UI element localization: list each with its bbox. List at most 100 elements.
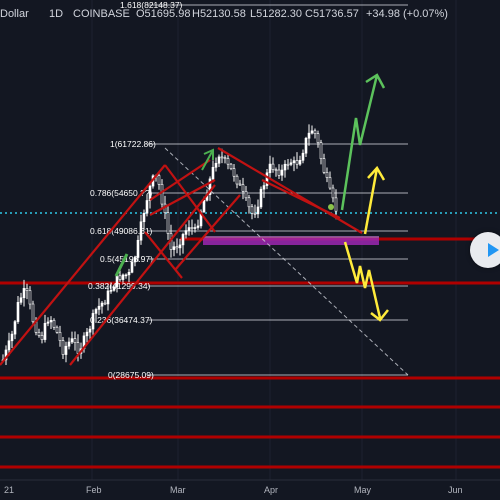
candle-body [115,275,119,288]
candle-body [172,246,176,250]
candle-body [262,185,266,190]
candle-body [193,227,197,229]
candle-body [97,305,101,310]
candle-body [160,184,164,205]
candle-body [49,320,53,323]
fib-labels: 1.618(82148.37) 1(61722.86) 0.786(54650.… [88,0,183,380]
candle-body [76,342,80,354]
candle-body [316,133,320,143]
candle-body [100,302,104,307]
ohlc-open: O51695.98 [136,8,191,20]
candle-body [298,160,302,165]
candle-body [22,288,26,299]
candle-body [328,177,332,189]
candle-body [109,290,113,292]
candle-body [319,142,323,159]
candle-body [235,175,239,185]
candle-body [118,275,122,280]
ohlc-high: H52130.58 [192,8,246,20]
candle-body [19,297,23,303]
fib-label-05: 0.5(45198.97) [100,254,153,264]
fib-label-0786: 0.786(54650.??) [90,188,153,198]
candle-body [124,274,128,277]
candle-body [283,163,287,171]
candle-body [217,156,221,164]
ohlc-change: +34.98 (+0.07%) [366,8,448,20]
candle-body [94,309,98,314]
candle-body [166,212,170,234]
x-tick-5: Jun [448,485,463,495]
candle-body [121,274,125,280]
candle-body [70,338,74,343]
symbol-name[interactable]: Dollar [0,8,29,20]
candle-body [196,225,200,228]
candle-body [256,206,260,215]
candle-body [310,130,314,134]
candle-body [175,246,179,249]
candle-body [25,288,29,291]
neutral-arrow [343,165,389,322]
candle-body [295,160,299,165]
candle-body [307,132,311,139]
candle-body [148,185,152,201]
candle-body [67,341,71,347]
candle-body [214,162,218,168]
candle-body [139,221,143,241]
candle-body [241,184,245,192]
candle-body [40,335,44,340]
candle-body [286,163,290,166]
candle-body [133,257,137,263]
candle-body [202,199,206,213]
candle-body [187,227,191,231]
fib-label-0236: 0.236(36474.37) [90,315,153,325]
x-tick-0: 21 [4,485,14,495]
candle-body [55,326,59,333]
candle-body [190,227,194,229]
candle-body [208,178,212,195]
candle-body [274,169,278,171]
candle-body [16,302,20,322]
candle-body [226,158,230,165]
candle-body [265,172,269,186]
candle-body [91,313,95,330]
candle-body [289,162,293,165]
x-tick-2: Mar [170,485,186,495]
exchange: COINBASE [73,8,130,20]
fib-label-0382: 0.382(41299.34) [88,281,151,291]
candle-body [250,206,254,214]
pattern-lines [0,147,363,366]
fib-label-0618: 0.618(49086.61) [90,226,153,236]
play-button[interactable] [470,232,500,268]
candle-body [247,197,251,208]
candle-body [220,156,224,159]
candle-body [28,290,32,305]
candle-body [253,212,257,215]
candle-body [301,152,305,161]
candle-body [52,320,56,328]
candlesticks [1,124,338,365]
x-tick-1: Feb [86,485,102,495]
candle-body [334,197,338,212]
candle-body [58,332,62,341]
candle-body [142,212,146,223]
current-price-marker [328,204,334,210]
candle-body [280,169,284,176]
chart-header: Dollar 1D COINBASE O51695.98 H52130.58 L… [0,0,500,28]
candle-body [181,234,185,246]
candle-body [157,175,161,185]
candle-body [88,328,92,333]
interval[interactable]: 1D [49,8,64,20]
ohlc-low: L51282.30 [250,8,302,20]
candle-body [31,303,35,323]
candle-body [13,321,17,335]
demand-zone [203,238,379,245]
ohlc-close: C51736.57 [305,8,359,20]
candle-body [244,190,248,199]
candle-body [331,187,335,199]
candle-body [46,321,50,324]
x-tick-3: Apr [264,485,278,495]
candle-body [73,338,77,344]
candle-body [313,130,317,134]
candle-body [145,200,149,214]
